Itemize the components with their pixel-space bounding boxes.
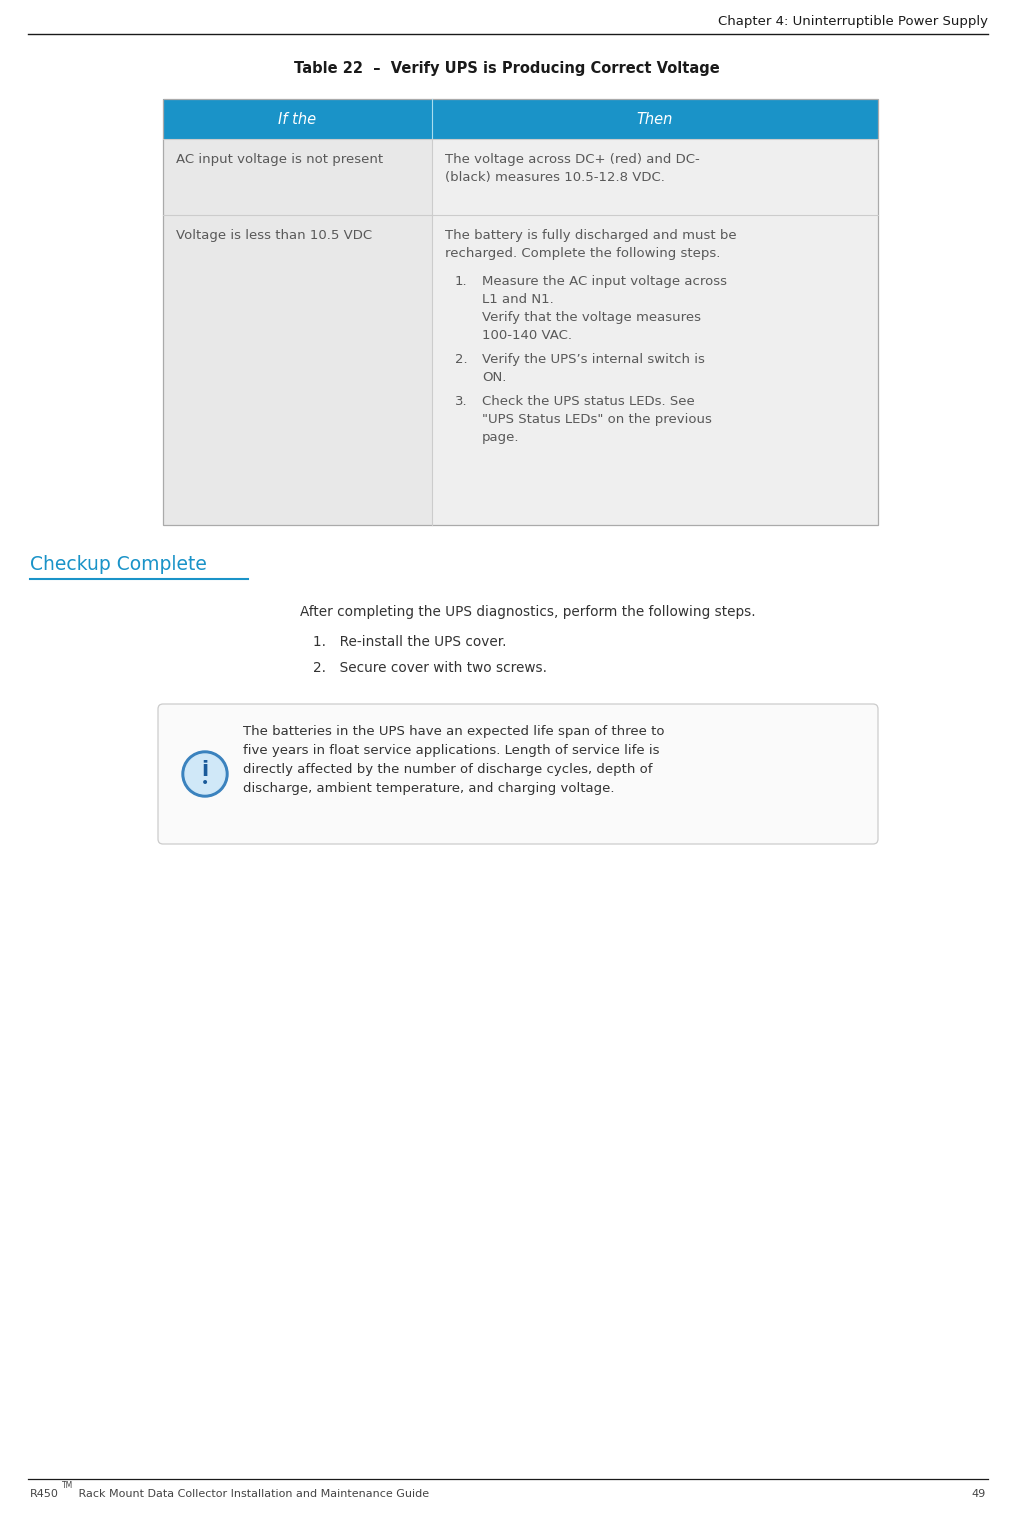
Text: 100-140 VAC.: 100-140 VAC. (482, 329, 572, 341)
Text: The batteries in the UPS have an expected life span of three to: The batteries in the UPS have an expecte… (243, 726, 665, 738)
Bar (163, 100, 878, 525)
Text: Checkup Complete: Checkup Complete (30, 556, 207, 574)
Text: page.: page. (482, 432, 520, 444)
Text: Voltage is less than 10.5 VDC: Voltage is less than 10.5 VDC (176, 230, 373, 242)
Circle shape (182, 752, 228, 798)
Text: TM: TM (62, 1480, 73, 1490)
Text: 2.: 2. (455, 354, 468, 366)
Bar (163, 214, 432, 525)
Text: Verify that the voltage measures: Verify that the voltage measures (482, 311, 701, 325)
Text: Rack Mount Data Collector Installation and Maintenance Guide: Rack Mount Data Collector Installation a… (75, 1490, 429, 1499)
Text: "UPS Status LEDs" on the previous: "UPS Status LEDs" on the previous (482, 413, 712, 426)
Bar (432, 139, 878, 214)
Text: Check the UPS status LEDs. See: Check the UPS status LEDs. See (482, 395, 694, 407)
Text: Chapter 4: Uninterruptible Power Supply: Chapter 4: Uninterruptible Power Supply (718, 15, 988, 28)
Bar (163, 100, 878, 139)
Text: 1.: 1. (455, 276, 468, 288)
Text: directly affected by the number of discharge cycles, depth of: directly affected by the number of disch… (243, 762, 653, 776)
Text: 1. Re-install the UPS cover.: 1. Re-install the UPS cover. (313, 635, 506, 649)
Text: •: • (201, 776, 209, 790)
Text: Verify the UPS’s internal switch is: Verify the UPS’s internal switch is (482, 354, 704, 366)
Text: Table 22  –  Verify UPS is Producing Correct Voltage: Table 22 – Verify UPS is Producing Corre… (294, 61, 720, 77)
Text: 49: 49 (971, 1490, 986, 1499)
Text: R450: R450 (30, 1490, 59, 1499)
Text: The voltage across DC+ (red) and DC-: The voltage across DC+ (red) and DC- (445, 153, 699, 165)
Text: discharge, ambient temperature, and charging voltage.: discharge, ambient temperature, and char… (243, 782, 614, 795)
Circle shape (185, 753, 225, 795)
Text: Measure the AC input voltage across: Measure the AC input voltage across (482, 276, 727, 288)
Text: (black) measures 10.5-12.8 VDC.: (black) measures 10.5-12.8 VDC. (445, 171, 665, 184)
Text: recharged. Complete the following steps.: recharged. Complete the following steps. (445, 246, 721, 260)
Text: i: i (201, 759, 208, 779)
Text: 2. Secure cover with two screws.: 2. Secure cover with two screws. (313, 661, 547, 675)
Text: If the: If the (278, 112, 317, 127)
FancyBboxPatch shape (158, 704, 878, 844)
Text: The battery is fully discharged and must be: The battery is fully discharged and must… (445, 230, 737, 242)
Text: After completing the UPS diagnostics, perform the following steps.: After completing the UPS diagnostics, pe… (300, 605, 755, 619)
Bar (432, 214, 878, 525)
Text: Then: Then (636, 112, 673, 127)
Text: AC input voltage is not present: AC input voltage is not present (176, 153, 383, 165)
Text: 3.: 3. (455, 395, 468, 407)
Text: L1 and N1.: L1 and N1. (482, 292, 554, 306)
Text: ON.: ON. (482, 371, 506, 384)
Text: five years in float service applications. Length of service life is: five years in float service applications… (243, 744, 660, 756)
Bar (163, 139, 432, 214)
